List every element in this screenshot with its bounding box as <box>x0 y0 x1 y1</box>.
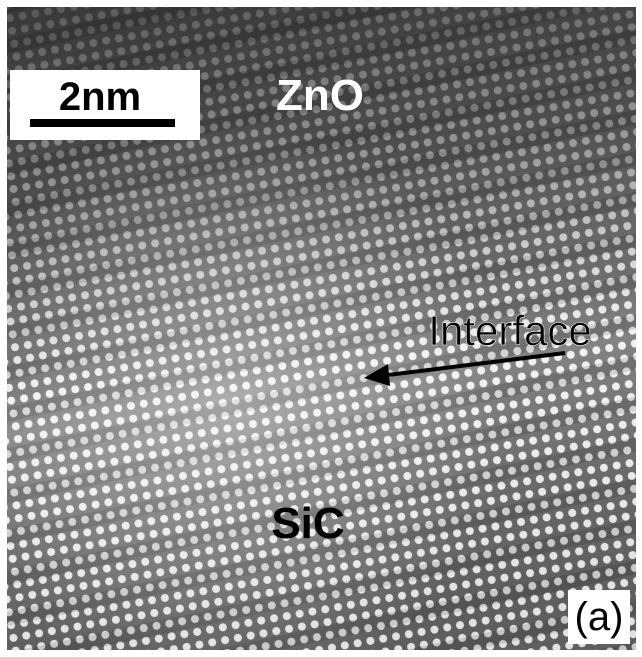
tem-image: 2nm ZnO Interface SiC (a) <box>0 0 642 657</box>
zno-label: ZnO <box>276 71 364 120</box>
sic-label: SiC <box>271 499 344 548</box>
scale-bar <box>30 119 175 127</box>
scale-bar-label: 2nm <box>59 75 141 119</box>
interface-label: Interface <box>428 307 591 354</box>
panel-label: (a) <box>575 595 624 639</box>
